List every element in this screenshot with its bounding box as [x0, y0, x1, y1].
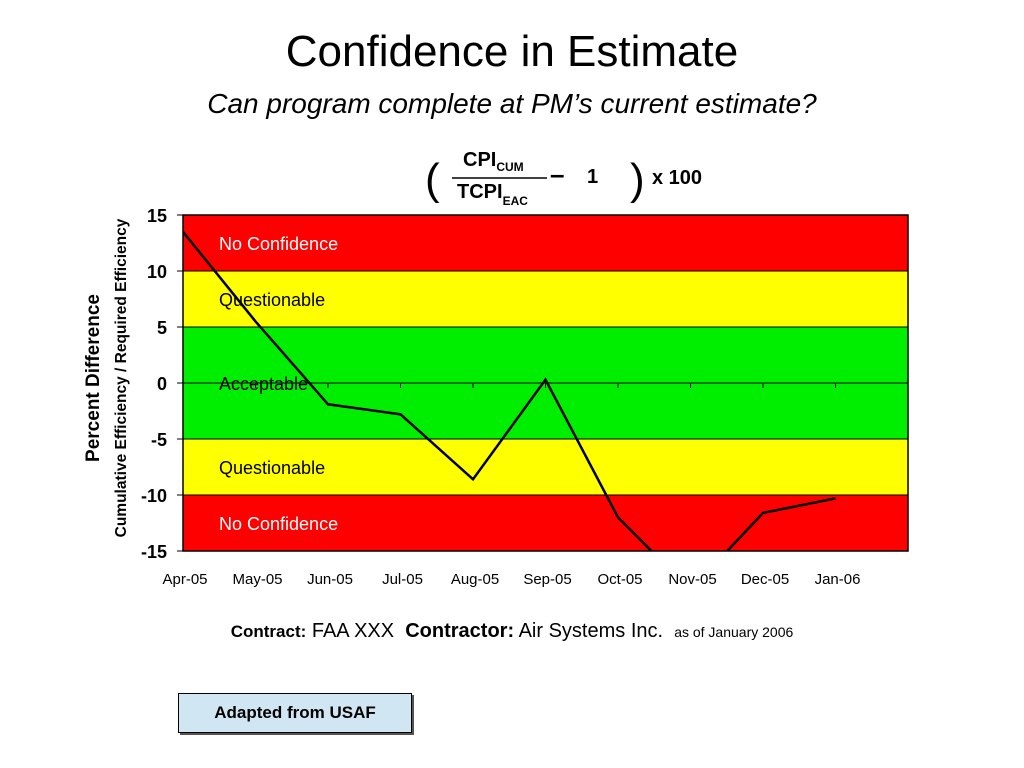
- zone-label: Acceptable: [219, 374, 308, 394]
- y-tick-label: 10: [147, 262, 167, 282]
- x-tick-label: Jan-06: [815, 571, 861, 588]
- x-tick-label: Nov-05: [668, 571, 716, 588]
- y-tick-label: -5: [151, 430, 167, 450]
- x-tick-label: Jun-05: [307, 571, 353, 588]
- confidence-zones: No Confidence Questionable Acceptable Quest…: [183, 215, 908, 551]
- credit-box: Adapted from USAF: [178, 693, 412, 733]
- zone-band: [183, 439, 908, 495]
- formula: ( CPICUM TCPIEAC – 1 ) x 100: [425, 149, 702, 208]
- zone-label: Questionable: [219, 290, 325, 310]
- formula-numerator: CPICUM: [463, 149, 524, 174]
- formula-minus: –: [550, 159, 564, 189]
- y-axis-title: Percent Difference: [83, 294, 104, 462]
- x-tick-label: Aug-05: [451, 571, 499, 588]
- zone-band: [183, 495, 908, 551]
- x-tick-label: May-05: [232, 571, 282, 588]
- x-tick-label: Jul-05: [382, 571, 423, 588]
- y-tick-label: -10: [141, 486, 167, 506]
- formula-multiplier: x 100: [652, 167, 702, 189]
- y-axis-subtitle: Cumulative Efficiency / Required Efficie…: [113, 218, 130, 537]
- formula-close-paren: ): [630, 155, 645, 204]
- as-of-date: as of January 2006: [674, 624, 794, 640]
- contract-value: FAA XXX: [311, 620, 395, 642]
- chart-axes: 15 10 5 0 -5 -10 -15 Apr-05 May-05 Jun-05 Jul-05 Au…: [141, 206, 909, 588]
- contractor-value: Air Systems Inc.: [518, 620, 664, 642]
- page-subtitle: Can program complete at PM’s current est…: [207, 88, 817, 119]
- y-tick-label: 5: [157, 318, 167, 338]
- series-line: [183, 231, 836, 551]
- footer-info: Contract: FAA XXX Contractor: Air System…: [0, 620, 1024, 643]
- contract-label: Contract:: [230, 622, 307, 641]
- page-title: Confidence in Estimate: [285, 27, 739, 76]
- formula-open-paren: (: [425, 155, 440, 204]
- zone-label: No Confidence: [219, 234, 338, 254]
- credit-text: Adapted from USAF: [214, 703, 376, 722]
- zone-band: [183, 271, 908, 327]
- x-tick-label: Oct-05: [597, 571, 642, 588]
- contractor-label: Contractor:: [405, 620, 515, 642]
- zone-label: Questionable: [219, 458, 325, 478]
- x-tick-label: Sep-05: [523, 571, 571, 588]
- x-tick-label: Dec-05: [741, 571, 789, 588]
- formula-denominator: TCPIEAC: [457, 181, 528, 208]
- x-tick-label: Apr-05: [162, 571, 207, 588]
- y-tick-label: 15: [147, 206, 167, 226]
- y-tick-label: 0: [157, 374, 167, 394]
- y-tick-label: -15: [141, 542, 167, 562]
- chart-series: [183, 231, 836, 551]
- formula-one: 1: [587, 166, 598, 188]
- zone-band: [183, 215, 908, 271]
- zone-label: No Confidence: [219, 514, 338, 534]
